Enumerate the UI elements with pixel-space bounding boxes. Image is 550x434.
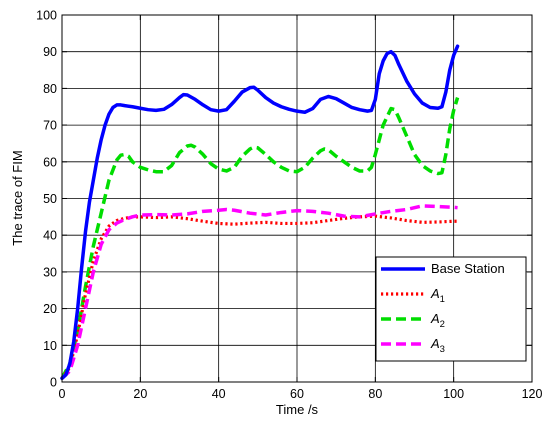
legend-label-a1: A1 (430, 286, 445, 305)
x-tick-label: 80 (368, 387, 382, 401)
tick-labels: 0 20 40 60 80 100 120 0 10 20 30 40 50 60 70 80 90 100 (36, 9, 542, 402)
y-tick-label: 50 (43, 192, 57, 206)
legend-label-a3: A3 (430, 336, 445, 355)
legend-samples (381, 267, 425, 346)
y-tick-label: 90 (43, 45, 57, 59)
grid (62, 15, 532, 382)
series-line-a3 (60, 204, 458, 380)
series-line-a2 (60, 97, 460, 380)
y-tick-label: 30 (43, 265, 57, 279)
x-tick-label: 0 (59, 387, 66, 401)
y-tick-label: 100 (36, 9, 57, 23)
y-tick-label: 20 (43, 302, 57, 316)
y-tick-label: 10 (43, 339, 57, 353)
x-tick-label: 120 (522, 387, 543, 401)
y-axis-title: The trace of FIM (10, 150, 25, 245)
x-tick-label: 100 (443, 387, 464, 401)
x-tick-label: 60 (290, 387, 304, 401)
x-axis-title: Time /s (276, 402, 319, 417)
legend-label-a2: A2 (430, 311, 445, 330)
y-tick-label: 0 (50, 376, 57, 390)
ticks (61, 14, 533, 383)
legend: Base Station A1 A2 A3 (375, 256, 527, 362)
series-layer (60, 44, 460, 381)
series-line-base-station (60, 44, 460, 381)
y-tick-label: 40 (43, 229, 57, 243)
series-line-a1 (60, 214, 458, 380)
y-tick-label: 60 (43, 155, 57, 169)
legend-label-base-station: Base Station (431, 261, 505, 276)
x-tick-label: 40 (212, 387, 226, 401)
x-tick-label: 20 (133, 387, 147, 401)
y-tick-label: 80 (43, 82, 57, 96)
y-tick-label: 70 (43, 119, 57, 133)
